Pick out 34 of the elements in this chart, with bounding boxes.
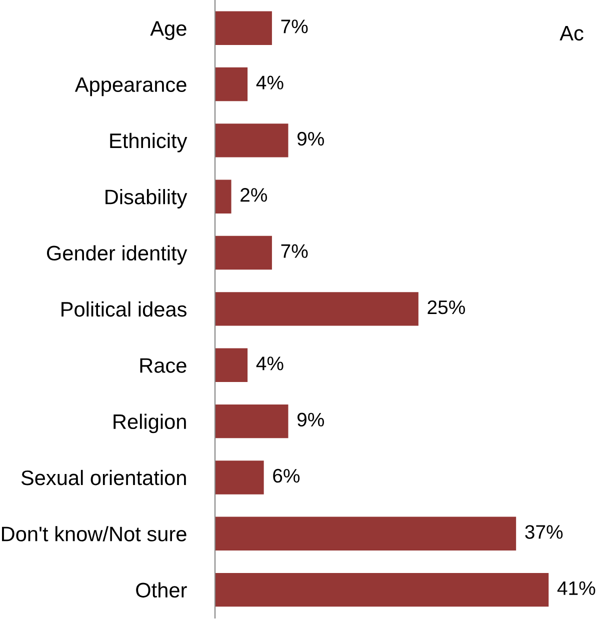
y-tick-label: Appearance xyxy=(74,77,186,96)
bar xyxy=(215,516,516,550)
data-label: 41% xyxy=(557,581,596,595)
bar xyxy=(215,236,272,270)
bar xyxy=(215,67,248,102)
y-tick-label: Age xyxy=(150,21,186,40)
y-tick-label: Political ideas xyxy=(62,301,186,317)
data-label: 7% xyxy=(281,244,308,258)
data-label: 37% xyxy=(525,525,563,539)
y-tick-label: Religion xyxy=(114,414,186,434)
bar xyxy=(215,292,418,326)
bar xyxy=(215,124,288,158)
y-tick-label: Gender identity xyxy=(46,245,188,265)
data-label: 2% xyxy=(240,188,268,202)
data-label: 4% xyxy=(256,356,284,370)
data-label: 9% xyxy=(297,412,324,427)
y-tick-label: Ethnicity xyxy=(110,132,188,152)
data-label: 7% xyxy=(281,20,308,34)
y-tick-label: Race xyxy=(140,358,186,373)
bar xyxy=(215,404,288,438)
y-tick-label: Sexual orientation xyxy=(21,470,186,486)
data-label: 4% xyxy=(256,76,284,90)
data-label: 25% xyxy=(428,300,465,314)
y-tick-label: Disability xyxy=(106,189,188,208)
data-label: 9% xyxy=(297,132,324,146)
bar xyxy=(215,572,549,607)
y-tick-label: Don't know/Not sure xyxy=(2,526,186,542)
y-tick-label: Other xyxy=(136,582,187,598)
bar xyxy=(215,11,272,45)
bar xyxy=(215,348,248,382)
text: Ac xyxy=(560,26,584,41)
bar xyxy=(215,460,264,494)
data-label: 6% xyxy=(273,468,300,483)
bar xyxy=(215,180,232,214)
